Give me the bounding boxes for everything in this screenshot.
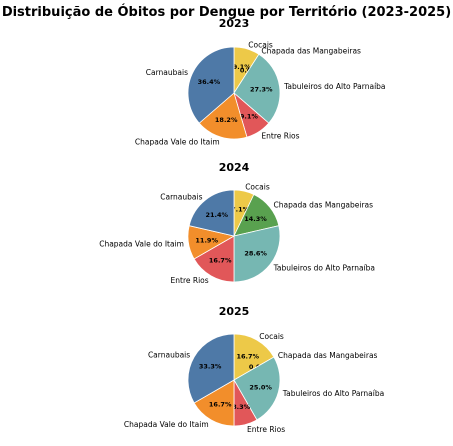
slice-tabuleiros-do-alto-parnaiba bbox=[233, 53, 281, 124]
pct-label-chapada-vale-do-itaim: 11.9% bbox=[195, 237, 218, 245]
pct-label-chapada-vale-do-itaim: 18.2% bbox=[215, 116, 238, 124]
category-label-cocais: Cocais bbox=[259, 332, 284, 341]
category-label-cocais: Cocais bbox=[248, 40, 273, 49]
pct-label-tabuleiros-do-alto-parnaiba: 27.3% bbox=[250, 86, 273, 94]
category-label-entre-rios: Entre Rios bbox=[171, 276, 209, 285]
pie-title: 2023 bbox=[219, 17, 250, 30]
slice-tabuleiros-do-alto-parnaiba bbox=[233, 356, 281, 421]
category-label-chapada-das-mangabeiras: Chapada das Mangabeiras bbox=[278, 351, 378, 360]
category-label-cocais: Cocais bbox=[245, 183, 270, 192]
pct-label-cocais: 7.1% bbox=[231, 206, 250, 214]
category-label-chapada-vale-do-itaim: Chapada Vale do Itaim bbox=[124, 420, 209, 429]
figure-title: Distribuição de Óbitos por Dengue por Te… bbox=[1, 5, 452, 20]
pct-label-carnaubais: 36.4% bbox=[198, 78, 221, 86]
category-label-tabuleiros-do-alto-parnaiba: Tabuleiros do Alto Parnaíba bbox=[282, 389, 384, 398]
category-label-tabuleiros-do-alto-parnaiba: Tabuleiros do Alto Parnaíba bbox=[283, 82, 385, 91]
pct-label-carnaubais: 33.3% bbox=[199, 363, 222, 371]
pct-label-entre-rios: 8.3% bbox=[232, 403, 251, 411]
pct-label-tabuleiros-do-alto-parnaiba: 25.0% bbox=[249, 384, 272, 392]
pie-title: 2024 bbox=[219, 161, 250, 174]
pct-label-carnaubais: 21.4% bbox=[206, 211, 229, 219]
pct-label-entre-rios: 9.1% bbox=[240, 113, 259, 121]
category-label-carnaubais: Carnaubais bbox=[146, 68, 188, 77]
pct-label-chapada-das-mangabeiras: 14.3% bbox=[244, 215, 267, 223]
pct-label-cocais: 16.7% bbox=[237, 353, 260, 361]
category-label-carnaubais: Carnaubais bbox=[148, 351, 190, 360]
slice-cocais bbox=[233, 333, 275, 381]
pct-label-chapada-vale-do-itaim: 16.7% bbox=[209, 400, 232, 408]
slice-carnaubais bbox=[187, 46, 235, 124]
category-label-tabuleiros-do-alto-parnaiba: Tabuleiros do Alto Parnaíba bbox=[273, 264, 375, 273]
category-label-entre-rios: Entre Rios bbox=[247, 425, 285, 434]
category-label-chapada-das-mangabeiras: Chapada das Mangabeiras bbox=[261, 46, 361, 55]
slice-chapada-vale-do-itaim bbox=[198, 92, 248, 140]
category-label-chapada-vale-do-itaim: Chapada Vale do Itaim bbox=[135, 138, 220, 147]
pie-title: 2025 bbox=[219, 305, 250, 318]
pie-chart-2024: 2024 7.1% Cocais 14.3% Chapada das Mangabeir… bbox=[99, 161, 375, 285]
pct-label-entre-rios: 16.7% bbox=[209, 256, 232, 264]
slice-carnaubais bbox=[187, 333, 235, 404]
slice-entre-rios bbox=[193, 235, 235, 283]
slice-tabuleiros-do-alto-parnaiba bbox=[233, 225, 281, 283]
pct-label-cocais: 9.1% bbox=[233, 63, 252, 71]
category-label-carnaubais: Carnaubais bbox=[160, 192, 202, 201]
slice-chapada-vale-do-itaim bbox=[193, 379, 235, 427]
slice-carnaubais bbox=[188, 189, 235, 237]
category-label-chapada-vale-do-itaim: Chapada Vale do Itaim bbox=[99, 239, 184, 248]
category-label-entre-rios: Entre Rios bbox=[261, 132, 299, 141]
pct-label-tabuleiros-do-alto-parnaiba: 28.6% bbox=[244, 250, 267, 258]
category-label-chapada-das-mangabeiras: Chapada das Mangabeiras bbox=[274, 200, 374, 209]
